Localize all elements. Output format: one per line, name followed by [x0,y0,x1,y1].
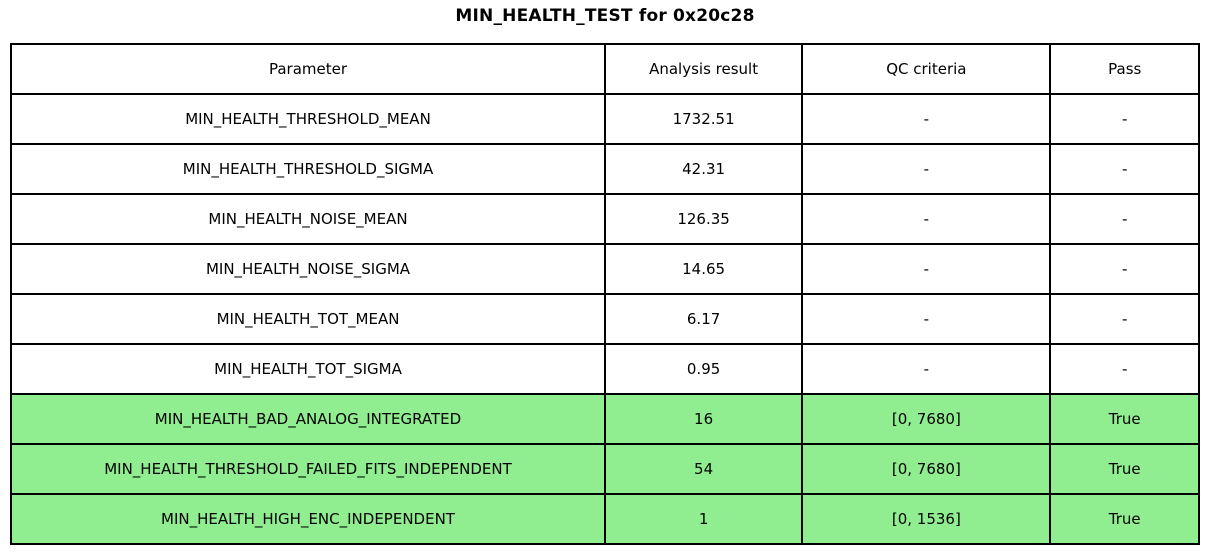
analysis-result-cell: 0.95 [603,343,804,395]
table-row: MIN_HEALTH_BAD_ANALOG_INTEGRATED 16 [0, … [10,393,1200,445]
qc-criteria-cell: [0, 7680] [801,443,1052,495]
figure-title: MIN_HEALTH_TEST for 0x20c28 [455,6,755,26]
qc-criteria-cell: - [801,293,1052,345]
parameter-cell: MIN_HEALTH_THRESHOLD_MEAN [10,93,606,145]
analysis-result-cell: 14.65 [603,243,804,295]
table-row: MIN_HEALTH_THRESHOLD_FAILED_FITS_INDEPEN… [10,443,1200,495]
qc-criteria-cell: - [801,143,1052,195]
pass-cell: - [1049,343,1200,395]
qc-criteria-cell: - [801,93,1052,145]
parameter-cell: MIN_HEALTH_TOT_SIGMA [10,343,606,395]
pass-cell: True [1049,493,1200,545]
qc-criteria-cell: [0, 1536] [801,493,1052,545]
analysis-result-cell: 1732.51 [603,93,804,145]
parameter-cell: MIN_HEALTH_HIGH_ENC_INDEPENDENT [10,493,606,545]
pass-cell: True [1049,393,1200,445]
table-row: MIN_HEALTH_TOT_SIGMA 0.95 - - [10,343,1200,395]
table-row: MIN_HEALTH_NOISE_SIGMA 14.65 - - [10,243,1200,295]
parameter-cell: MIN_HEALTH_BAD_ANALOG_INTEGRATED [10,393,606,445]
qc-criteria-cell: - [801,343,1052,395]
parameter-cell: MIN_HEALTH_NOISE_MEAN [10,193,606,245]
analysis-result-cell: 1 [603,493,804,545]
pass-cell: True [1049,443,1200,495]
analysis-result-cell: 42.31 [603,143,804,195]
table-row: MIN_HEALTH_THRESHOLD_MEAN 1732.51 - - [10,93,1200,145]
column-header-pass: Pass [1049,43,1200,95]
pass-cell: - [1049,193,1200,245]
table-row: MIN_HEALTH_HIGH_ENC_INDEPENDENT 1 [0, 15… [10,493,1200,545]
pass-cell: - [1049,293,1200,345]
column-header-qc-criteria: QC criteria [801,43,1052,95]
parameter-cell: MIN_HEALTH_TOT_MEAN [10,293,606,345]
analysis-result-cell: 126.35 [603,193,804,245]
pass-cell: - [1049,93,1200,145]
parameter-cell: MIN_HEALTH_NOISE_SIGMA [10,243,606,295]
analysis-result-cell: 54 [603,443,804,495]
table-row: MIN_HEALTH_TOT_MEAN 6.17 - - [10,293,1200,345]
parameter-cell: MIN_HEALTH_THRESHOLD_FAILED_FITS_INDEPEN… [10,443,606,495]
analysis-result-cell: 6.17 [603,293,804,345]
table-row: MIN_HEALTH_NOISE_MEAN 126.35 - - [10,193,1200,245]
qc-criteria-cell: - [801,243,1052,295]
parameter-cell: MIN_HEALTH_THRESHOLD_SIGMA [10,143,606,195]
qc-results-table: Parameter Analysis result QC criteria Pa… [10,43,1200,545]
table-row: MIN_HEALTH_THRESHOLD_SIGMA 42.31 - - [10,143,1200,195]
table-header-row: Parameter Analysis result QC criteria Pa… [10,43,1200,95]
column-header-parameter: Parameter [10,43,606,95]
analysis-result-cell: 16 [603,393,804,445]
qc-criteria-cell: - [801,193,1052,245]
pass-cell: - [1049,243,1200,295]
pass-cell: - [1049,143,1200,195]
column-header-analysis-result: Analysis result [603,43,804,95]
qc-criteria-cell: [0, 7680] [801,393,1052,445]
